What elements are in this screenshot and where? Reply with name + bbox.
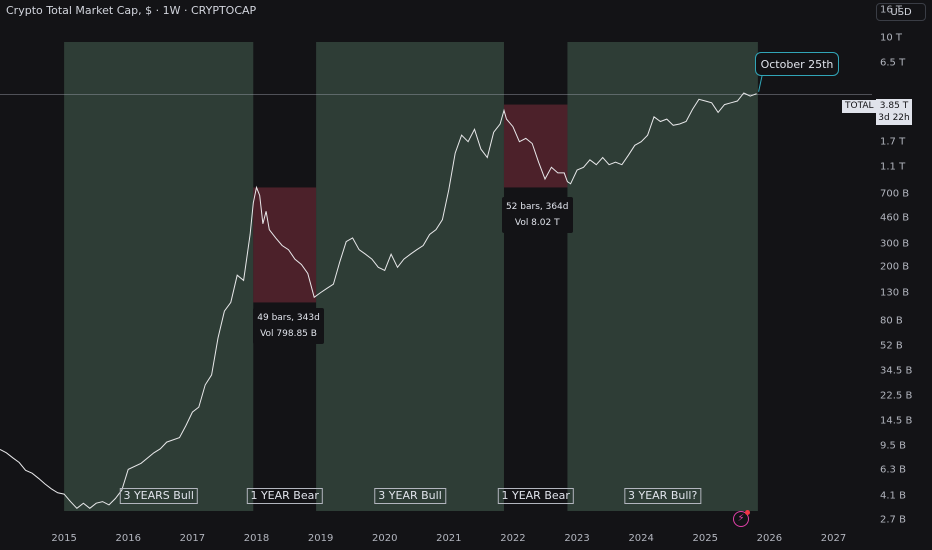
- bear-stats-2018: 49 bars, 343d Vol 798.85 B: [253, 308, 324, 345]
- y-tick-label: 6.5 T: [880, 57, 906, 69]
- chart-title: Crypto Total Market Cap, $ · 1W · CRYPTO…: [6, 4, 257, 17]
- bull-zone: [567, 42, 758, 511]
- x-tick-label: 2023: [564, 533, 590, 544]
- x-tick-label: 2021: [436, 533, 462, 544]
- x-tick-label: 2015: [51, 533, 77, 544]
- bars-text: 52 bars, 364d: [505, 202, 569, 213]
- bear-stats-2022: 52 bars, 364d Vol 8.02 T: [501, 197, 573, 234]
- y-tick-label: 52 B: [880, 340, 903, 352]
- y-tick-label: 9.5 B: [880, 440, 906, 452]
- lightning-icon[interactable]: ⚡: [733, 511, 749, 527]
- line-layer: [0, 92, 757, 509]
- callout-pointer: [758, 75, 763, 92]
- bull-zone: [316, 42, 504, 511]
- y-tick-label: 6.3 B: [880, 464, 906, 476]
- series-line: [0, 92, 757, 509]
- bear-zone: [503, 104, 568, 188]
- volume-text: Vol 8.02 T: [514, 218, 560, 229]
- y-tick-label: 80 B: [880, 315, 903, 327]
- y-tick-label: 4.1 B: [880, 490, 906, 502]
- x-tick-label: 2016: [115, 533, 141, 544]
- price-countdown: 3d 22h: [878, 113, 910, 123]
- y-tick-label: 10 T: [880, 32, 903, 44]
- y-tick-label: 34.5 B: [880, 365, 913, 377]
- y-tick-label: 16 T: [880, 4, 903, 16]
- y-tick-label: 200 B: [880, 261, 910, 273]
- zone-label: 3 YEAR Bull: [374, 488, 446, 504]
- x-tick-label: 2025: [692, 533, 719, 544]
- y-tick-label: 300 B: [880, 238, 910, 250]
- y-tick-label: 130 B: [880, 287, 910, 299]
- price-value: 3.85 T: [879, 101, 909, 111]
- date-callout[interactable]: October 25th: [755, 52, 839, 76]
- x-tick-label: 2026: [756, 533, 783, 544]
- overlay-layer: [758, 75, 763, 92]
- x-tick-label: 2017: [179, 533, 206, 544]
- bear-zone: [253, 187, 317, 303]
- x-tick-label: 2024: [628, 533, 654, 544]
- zones-layer: [64, 42, 758, 511]
- bars-text: 49 bars, 343d: [257, 313, 320, 324]
- bull-zone: [64, 42, 254, 511]
- y-tick-label: 1.7 T: [880, 136, 906, 148]
- currency-selector[interactable]: USD: [876, 3, 926, 21]
- x-tick-label: 2027: [820, 533, 847, 544]
- symbol-tag: TOTAL: [842, 100, 877, 113]
- x-tick-label: 2019: [307, 533, 334, 544]
- price-label: 3.85 T 3d 22h: [876, 99, 912, 125]
- notification-dot: [745, 510, 750, 515]
- y-tick-label: 700 B: [880, 188, 910, 200]
- zone-label: 3 YEARS Bull: [119, 488, 198, 504]
- y-tick-label: 22.5 B: [880, 390, 913, 402]
- zone-label: 1 YEAR Bear: [497, 488, 574, 504]
- zone-label: 3 YEAR Bull?: [623, 488, 702, 504]
- y-tick-label: 460 B: [880, 212, 910, 224]
- x-tick-label: 2020: [371, 533, 398, 544]
- y-tick-label: 2.7 B: [880, 514, 906, 526]
- y-tick-label: 14.5 B: [880, 415, 913, 427]
- zone-label: 1 YEAR Bear: [246, 488, 323, 504]
- y-tick-label: 1.1 T: [880, 161, 906, 173]
- x-tick-label: 2022: [500, 533, 526, 544]
- x-tick-label: 2018: [243, 533, 270, 544]
- volume-text: Vol 798.85 B: [260, 329, 317, 340]
